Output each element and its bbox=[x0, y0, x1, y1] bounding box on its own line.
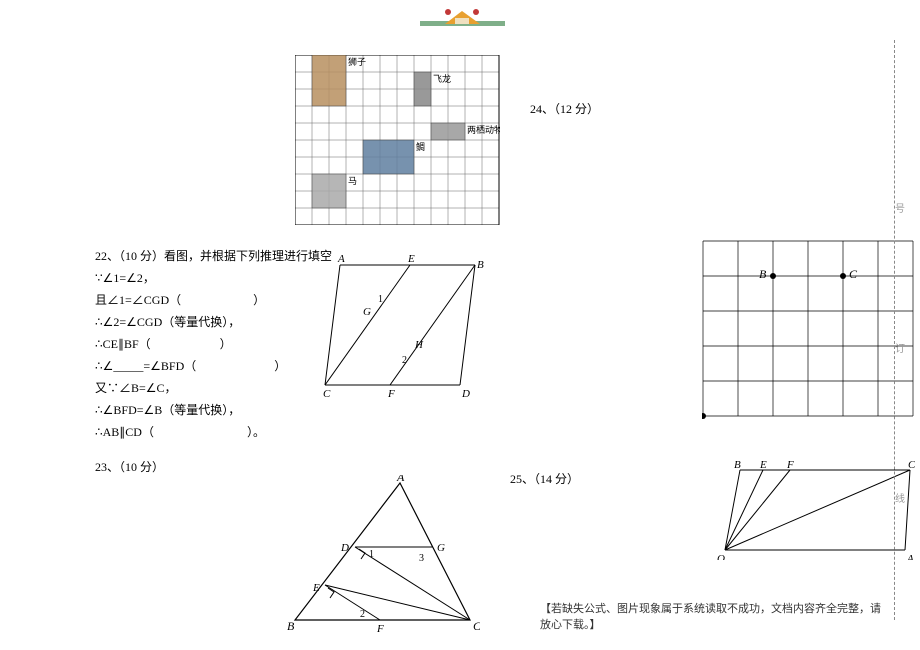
grid-animal-figure: 狮子飞龙两栖动物鲷马 bbox=[295, 55, 500, 225]
svg-text:G: G bbox=[437, 542, 445, 554]
svg-text:E: E bbox=[407, 253, 415, 265]
margin-label: 订 bbox=[895, 340, 905, 355]
svg-text:E: E bbox=[312, 582, 320, 594]
svg-text:马: 马 bbox=[348, 176, 357, 186]
svg-text:两栖动物: 两栖动物 bbox=[467, 124, 500, 135]
q22-line: 且∠1=∠CGD（ ） bbox=[95, 289, 332, 311]
q25-header: 25、（14 分） bbox=[510, 470, 579, 487]
svg-text:2: 2 bbox=[360, 609, 365, 620]
svg-text:E: E bbox=[759, 460, 767, 471]
margin-rail bbox=[894, 40, 895, 620]
svg-text:C: C bbox=[323, 388, 331, 400]
svg-text:C: C bbox=[908, 460, 915, 471]
svg-text:B: B bbox=[734, 460, 741, 471]
q22-line: ∴∠BFD=∠B（等量代换）， bbox=[95, 399, 332, 421]
q25-geometry: O A B E F C bbox=[705, 460, 915, 560]
q22-line: ∴∠_____=∠BFD（ ） bbox=[95, 355, 332, 377]
q22-block: 22、（10 分）看图，并根据下列推理进行填空 ∵∠1=∠2， 且∠1=∠CGD… bbox=[95, 245, 332, 443]
svg-text:G: G bbox=[363, 306, 371, 318]
svg-text:F: F bbox=[387, 388, 395, 400]
svg-text:3: 3 bbox=[419, 553, 424, 564]
q22-line: ∴AB∥CD（ ）。 bbox=[95, 421, 332, 443]
svg-text:D: D bbox=[461, 388, 470, 400]
svg-text:1: 1 bbox=[369, 549, 374, 560]
q22-line: ∴CE∥BF（ ） bbox=[95, 333, 332, 355]
svg-text:A: A bbox=[906, 553, 914, 560]
svg-text:鲷: 鲷 bbox=[416, 141, 425, 152]
q23-header: 23、（10 分） bbox=[95, 458, 164, 475]
header-logo bbox=[420, 6, 505, 28]
q22-geometry: A E B C F D G H 1 2 bbox=[320, 250, 485, 400]
svg-text:O: O bbox=[717, 553, 725, 560]
svg-text:1: 1 bbox=[378, 294, 383, 305]
q22-line: 又∵∠B=∠C， bbox=[95, 377, 332, 399]
svg-text:A: A bbox=[337, 253, 345, 265]
svg-text:飞龙: 飞龙 bbox=[433, 73, 451, 84]
margin-label: 线 bbox=[895, 490, 905, 505]
svg-text:H: H bbox=[414, 339, 424, 351]
svg-text:A: A bbox=[396, 475, 405, 484]
q22-header: 22、（10 分）看图，并根据下列推理进行填空 bbox=[95, 245, 332, 267]
svg-text:C: C bbox=[473, 619, 480, 633]
footer-note: 【若缺失公式、图片现象属于系统读取不成功，文档内容齐全完整，请放心下载。】 bbox=[540, 600, 890, 632]
svg-text:F: F bbox=[786, 460, 794, 471]
svg-text:B: B bbox=[759, 267, 767, 281]
q22-line: ∵∠1=∠2， bbox=[95, 267, 332, 289]
margin-label: 号 bbox=[895, 200, 905, 215]
svg-text:F: F bbox=[376, 623, 384, 635]
svg-text:2: 2 bbox=[402, 355, 407, 366]
svg-text:B: B bbox=[477, 259, 484, 271]
svg-text:狮子: 狮子 bbox=[348, 57, 366, 67]
svg-text:D: D bbox=[340, 542, 349, 554]
q22-line: ∴∠2=∠CGD（等量代换）， bbox=[95, 311, 332, 333]
q24-grid: ABC bbox=[702, 240, 912, 420]
q24-header: 24、（12 分） bbox=[530, 100, 599, 117]
svg-text:B: B bbox=[287, 619, 295, 633]
q23-geometry: A B C D G E F 1 2 3 bbox=[285, 475, 480, 640]
svg-text:C: C bbox=[849, 267, 858, 281]
